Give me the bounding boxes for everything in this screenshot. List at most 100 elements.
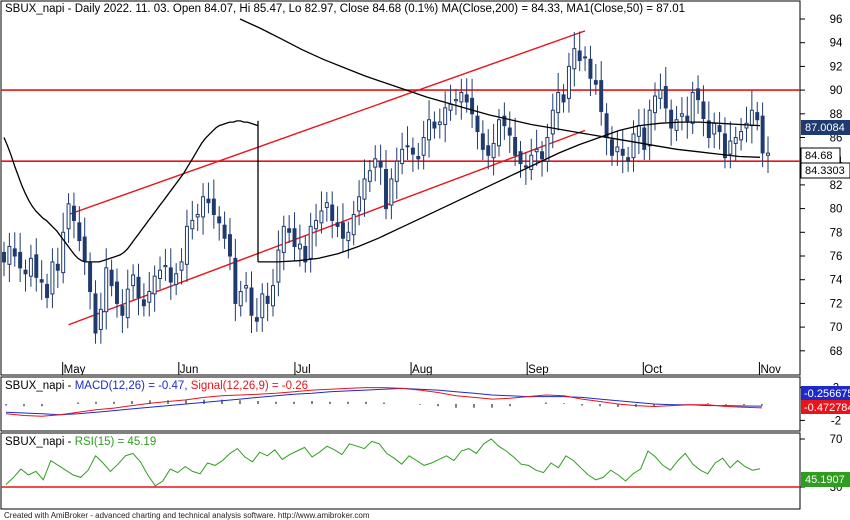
candle-body (158, 269, 163, 280)
candle-body (147, 291, 152, 303)
candle-body (2, 251, 6, 263)
candle-body (712, 122, 717, 135)
candle-body (260, 293, 265, 319)
candle-body (394, 160, 399, 182)
candle-body (405, 145, 410, 148)
macd-panel-frame (0, 376, 801, 432)
ma50-badge: 87.0084 (801, 120, 850, 135)
rsi-panel-frame (0, 432, 801, 510)
candle-body (561, 94, 566, 103)
candle-body (497, 119, 501, 147)
rsi-line-path (5, 438, 761, 487)
candle-body (378, 160, 383, 168)
candle-body (636, 125, 641, 137)
candle-body (367, 170, 372, 182)
candle-body (227, 234, 232, 257)
candle-body (163, 264, 168, 268)
candle-body (717, 125, 722, 133)
macd-y-tick-label: -2 (831, 415, 841, 427)
month-label: May (64, 364, 86, 376)
candle-body (168, 267, 173, 283)
candle-body (184, 225, 189, 265)
candle-body (647, 109, 652, 147)
price-y-tick-label: 76 (830, 251, 843, 263)
candle-body (513, 137, 518, 156)
candle-body (314, 219, 319, 230)
candle-body (722, 133, 727, 159)
candle-body (389, 178, 394, 206)
candle-body (308, 225, 313, 259)
ma200-line (239, 18, 761, 158)
candle-body (141, 299, 146, 307)
candle-body (486, 145, 491, 156)
candle-body (23, 269, 28, 275)
x-axis-months: May Jun Jul Aug Sep Oct Nov (62, 362, 781, 376)
candle-body (195, 214, 200, 218)
candle-body (125, 288, 130, 319)
candle-body (459, 91, 464, 103)
macd-lines (5, 387, 763, 417)
price-y-tick-label: 86 (830, 133, 843, 145)
candle-body (330, 204, 335, 221)
candle-body (518, 151, 523, 165)
price-y-tick-label: 70 (830, 322, 843, 334)
candle-body (61, 231, 66, 274)
candle-body (755, 112, 760, 121)
candle-body (642, 127, 647, 150)
candle-body (115, 281, 119, 304)
candle-body (540, 151, 545, 160)
macd-signal-badge: -0.256675 (801, 386, 850, 400)
candle-body (303, 246, 308, 263)
candle-body (152, 275, 157, 295)
ma50-line-early (3, 120, 259, 263)
candle-body (297, 243, 302, 250)
candle-body (109, 269, 114, 287)
moving-averages (3, 18, 761, 263)
candle-body (631, 133, 636, 159)
svg-text:84.3303: 84.3303 (805, 165, 845, 177)
candle-body (400, 148, 405, 165)
candle-body (443, 107, 448, 125)
candle-body (7, 246, 12, 265)
candle-body (464, 94, 469, 103)
candle-body (556, 91, 561, 114)
candle-body (470, 97, 475, 115)
price-panel-title: SBUX_napi - Daily 2022. 11. 03. Open 84.… (5, 3, 685, 15)
ma200-badge: 84.3303 (800, 162, 850, 179)
rsi-panel-title: SBUX_napi - RSI(15) = 45.19 (5, 436, 156, 448)
candle-body (550, 109, 555, 135)
candle-body (615, 146, 620, 153)
rsi-y-tick-label: 70 (830, 434, 843, 446)
candle-body (265, 295, 270, 304)
candle-body (599, 80, 604, 112)
candle-body (340, 222, 345, 239)
price-y-tick-label: 78 (830, 227, 843, 239)
candle-body (206, 198, 211, 204)
candle-body (249, 287, 254, 316)
candle-body (744, 122, 749, 129)
candle-body (190, 219, 195, 230)
candle-body (233, 257, 238, 304)
candle-body (701, 101, 706, 120)
candle-body (98, 308, 103, 330)
candle-body (739, 131, 744, 141)
candle-body (572, 48, 577, 70)
candle-body (480, 133, 485, 150)
candle-body (104, 267, 109, 313)
candle-body (534, 148, 539, 153)
candle-body (324, 202, 329, 208)
candle-body (653, 95, 657, 114)
svg-text:-0.256675: -0.256675 (804, 388, 850, 400)
candle-body (416, 155, 421, 160)
candle-body (502, 115, 507, 127)
candle-body (690, 91, 695, 124)
candle-body (674, 119, 679, 131)
candle-body (244, 285, 249, 289)
candle-body (733, 137, 738, 144)
price-y-tick-label: 72 (830, 298, 843, 310)
candle-body (93, 293, 98, 334)
candle-body (319, 210, 324, 224)
candle-body (88, 262, 93, 293)
candle-body (34, 254, 39, 278)
